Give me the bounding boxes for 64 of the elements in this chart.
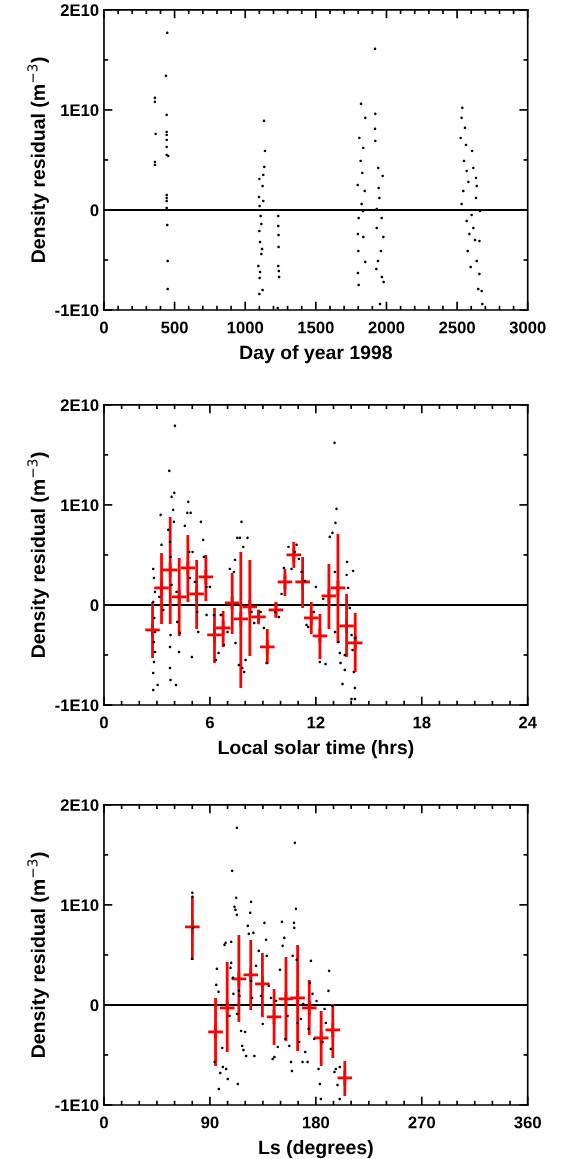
y-tick-label: 1E10 xyxy=(61,104,99,117)
point xyxy=(336,1069,354,1087)
point xyxy=(302,609,320,627)
point xyxy=(249,608,268,626)
x-tick-label: 180 xyxy=(302,1116,330,1129)
x-tick-label: 500 xyxy=(161,321,188,334)
x-tick-label: 3000 xyxy=(509,321,546,334)
point xyxy=(206,1023,225,1041)
point xyxy=(258,638,276,656)
y-tick-label: 0 xyxy=(90,599,99,612)
point xyxy=(288,989,307,1007)
x-tick-label: 24 xyxy=(519,716,537,729)
point xyxy=(230,970,248,988)
point xyxy=(152,579,171,597)
point xyxy=(293,573,312,591)
point xyxy=(276,573,294,591)
point xyxy=(232,610,250,628)
point xyxy=(183,918,202,936)
point xyxy=(242,966,260,984)
y-tick-label: -1E10 xyxy=(55,699,99,712)
x-tick-label: 270 xyxy=(408,1116,435,1129)
y-tick-label: -1E10 xyxy=(55,304,99,317)
x-axis-title: Day of year 1998 xyxy=(240,345,392,364)
y-tick-label: 0 xyxy=(90,204,99,217)
point xyxy=(253,975,272,993)
x-tick-label: 18 xyxy=(413,716,431,729)
y-axis-title: Density residual (m$^{−3}$) xyxy=(27,852,49,1057)
y-tick-label: 1E10 xyxy=(61,499,99,512)
point xyxy=(161,561,179,579)
y-tick-label: 2E10 xyxy=(60,799,99,812)
point xyxy=(285,546,303,564)
x-tick-label: 6 xyxy=(205,716,214,729)
point xyxy=(337,617,356,635)
x-tick-label: 0 xyxy=(99,1116,108,1129)
x-tick-label: 0 xyxy=(99,716,108,729)
point xyxy=(218,999,236,1017)
x-axis-title: Local solar time (hrs) xyxy=(218,740,414,759)
point xyxy=(179,559,197,577)
point xyxy=(197,568,215,586)
y-tick-label: 0 xyxy=(90,999,99,1012)
point xyxy=(223,594,241,612)
point xyxy=(187,585,206,603)
y-tick-label: 1E10 xyxy=(61,899,99,912)
y-tick-label: 2E10 xyxy=(60,399,99,412)
point xyxy=(300,999,318,1017)
x-tick-label: 90 xyxy=(201,1116,219,1129)
point xyxy=(277,990,295,1008)
x-tick-label: 2000 xyxy=(368,321,405,334)
point xyxy=(143,621,162,639)
x-tick-label: 360 xyxy=(514,1116,541,1129)
x-tick-label: 1000 xyxy=(227,321,264,334)
x-axis-title: Ls (degrees) xyxy=(259,1139,373,1159)
point xyxy=(241,598,259,616)
point xyxy=(170,588,188,606)
y-tick-label: -1E10 xyxy=(55,1099,99,1112)
y-axis-title: Density residual (m$^{−3}$) xyxy=(27,452,49,657)
x-tick-label: 2500 xyxy=(439,321,475,334)
point xyxy=(267,601,285,619)
y-tick-label: 2E10 xyxy=(60,4,99,17)
x-tick-label: 12 xyxy=(307,716,325,729)
x-tick-label: 1500 xyxy=(298,321,334,334)
x-tick-label: 0 xyxy=(99,321,108,334)
point xyxy=(346,634,364,652)
y-axis-title: Density residual (m$^{−3}$) xyxy=(27,57,49,262)
